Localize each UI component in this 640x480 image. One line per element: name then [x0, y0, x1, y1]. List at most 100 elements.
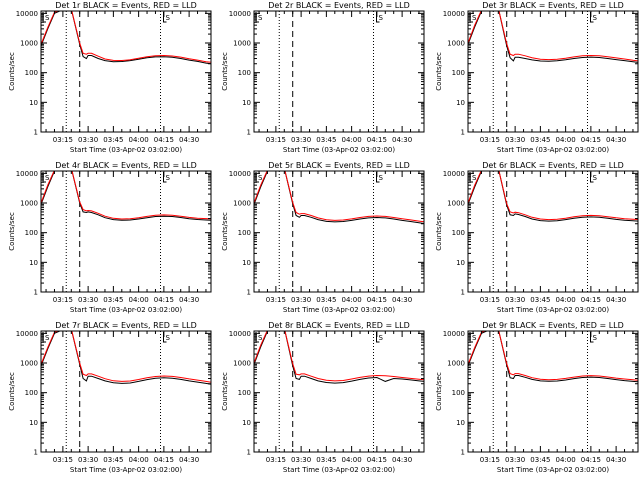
panel-2-xlabel: Start Time (03-Apr-02 03:02:00) — [283, 146, 395, 154]
panel-9-marker-right: S — [593, 334, 598, 342]
panel-1-xtick-label: 03:30 — [78, 136, 98, 144]
panel-9-marker-left: S — [472, 334, 477, 342]
panel-7-ylabel: Counts/sec — [8, 372, 16, 411]
panel-2: Det 2r BLACK = Events, RED = LLD Counts/s… — [221, 1, 425, 154]
panel-1-title: Det 1r BLACK = Events, RED = LLD — [55, 1, 197, 10]
panel-2-ytick-label: 1000 — [233, 40, 251, 48]
panel-6-xtick-label: 04:30 — [606, 296, 626, 304]
panel-2-marker-right: S — [379, 14, 384, 22]
panel-4-xtick-label: 04:15 — [154, 296, 174, 304]
panel-7-xlabel: Start Time (03-Apr-02 03:02:00) — [70, 466, 182, 474]
panel-3-xlabel: Start Time (03-Apr-02 03:02:00) — [497, 146, 609, 154]
panel-9-ytick-label: 100 — [452, 389, 465, 397]
panel-2-xtick-label: 04:00 — [342, 136, 362, 144]
panel-9-xtick-label: 03:45 — [530, 456, 550, 464]
panel-4-xtick-label: 03:30 — [78, 296, 98, 304]
panel-4-ytick-label: 100 — [25, 229, 38, 237]
panel-8-ytick-label: 10000 — [229, 330, 251, 338]
panel-9-ytick-label: 1 — [461, 449, 465, 457]
panel-9-xtick-label: 03:30 — [505, 456, 525, 464]
panel-5-xtick-label: 03:15 — [266, 296, 286, 304]
panel-8-marker-right: S — [379, 334, 384, 342]
panel-3-events-line — [468, 11, 638, 63]
panel-9-title: Det 9r BLACK = Events, RED = LLD — [482, 321, 624, 330]
panel-7-xtick-label: 04:00 — [129, 456, 149, 464]
panel-5-events-line — [254, 171, 424, 224]
panel-3-ylabel: Counts/sec — [435, 52, 443, 91]
panel-7-ytick-label: 10000 — [16, 330, 38, 338]
panel-1-ytick-label: 100 — [25, 69, 38, 77]
panel-6-events-line — [468, 171, 638, 222]
panel-3-axes-frame — [467, 10, 639, 133]
panel-4-xtick-label: 03:15 — [53, 296, 73, 304]
panel-8-xtick-label: 04:15 — [367, 456, 387, 464]
panel-2-xtick-label: 04:15 — [367, 136, 387, 144]
panel-8-xtick-label: 03:15 — [266, 456, 286, 464]
panel-4-ytick-label: 1 — [34, 289, 38, 297]
panel-8-xtick-label: 03:30 — [291, 456, 311, 464]
panel-3-ytick-label: 1000 — [447, 40, 465, 48]
panel-1-xtick-label: 03:15 — [53, 136, 73, 144]
panel-6-marker-right: S — [593, 174, 598, 182]
panel-9-axes-frame — [467, 330, 639, 453]
panel-2-ylabel: Counts/sec — [221, 52, 229, 91]
panel-9-xtick-label: 04:00 — [556, 456, 576, 464]
panel-9-ytick-label: 10 — [456, 419, 465, 427]
panel-7-axes-frame — [40, 330, 212, 453]
panel-1-lld-line — [41, 11, 211, 63]
panel-9-xlabel: Start Time (03-Apr-02 03:02:00) — [497, 466, 609, 474]
panel-5-ytick-label: 1000 — [233, 200, 251, 208]
panel-6: Det 6r BLACK = Events, RED = LLD Counts/s… — [435, 161, 639, 314]
panel-4-ytick-label: 10 — [29, 259, 38, 267]
panel-8-ylabel: Counts/sec — [221, 372, 229, 411]
panel-5-lld-line — [254, 171, 424, 223]
panel-7-events-line — [41, 331, 211, 385]
panel-9-ylabel: Counts/sec — [435, 372, 443, 411]
panel-6-lld-line — [468, 171, 638, 221]
panel-1: Det 1r BLACK = Events, RED = LLD Counts/s… — [8, 1, 212, 154]
panel-9-events-line — [468, 331, 638, 383]
panel-8-ytick-label: 100 — [238, 389, 251, 397]
panel-4-marker-left: S — [45, 174, 50, 182]
panel-7-lld-line — [41, 331, 211, 383]
panel-4-ytick-label: 1000 — [20, 200, 38, 208]
panel-1-ytick-label: 1000 — [20, 40, 38, 48]
panel-5-ytick-label: 1 — [247, 289, 251, 297]
panel-8: Det 8r BLACK = Events, RED = LLD Counts/s… — [221, 321, 425, 474]
panel-6-axes-frame — [467, 170, 639, 293]
panel-3-xtick-label: 03:15 — [480, 136, 500, 144]
panel-5-ytick-label: 10000 — [229, 170, 251, 178]
panel-4-ytick-label: 10000 — [16, 170, 38, 178]
panel-3-marker-left: S — [472, 14, 477, 22]
panel-3-ytick-label: 100 — [452, 69, 465, 77]
panel-1-xlabel: Start Time (03-Apr-02 03:02:00) — [70, 146, 182, 154]
panel-4-title: Det 4r BLACK = Events, RED = LLD — [55, 161, 197, 170]
panel-9-xtick-label: 04:15 — [581, 456, 601, 464]
panel-1-marker-left: S — [45, 14, 50, 22]
panel-1-marker-right: S — [166, 14, 171, 22]
panel-6-ytick-label: 100 — [452, 229, 465, 237]
panel-9-xtick-label: 04:30 — [606, 456, 626, 464]
panel-1-axes-frame — [40, 10, 212, 133]
panel-4-events-line — [41, 171, 211, 221]
panel-4-lld-line — [41, 171, 211, 220]
panel-4-marker-right: S — [166, 174, 171, 182]
panel-3-xtick-label: 04:30 — [606, 136, 626, 144]
panel-1-xtick-label: 04:15 — [154, 136, 174, 144]
panel-1-ytick-label: 10000 — [16, 10, 38, 18]
panel-1-ytick-label: 1 — [34, 129, 38, 137]
panel-1-ytick-label: 10 — [29, 99, 38, 107]
panel-4: Det 4r BLACK = Events, RED = LLD Counts/s… — [8, 161, 212, 314]
panel-7: Det 7r BLACK = Events, RED = LLD Counts/s… — [8, 321, 212, 474]
panel-5-ytick-label: 10 — [242, 259, 251, 267]
panel-2-xtick-label: 03:45 — [316, 136, 336, 144]
panel-6-xtick-label: 04:15 — [581, 296, 601, 304]
panel-7-ytick-label: 1000 — [20, 360, 38, 368]
panel-7-xtick-label: 04:30 — [179, 456, 199, 464]
panel-9-ytick-label: 10000 — [443, 330, 465, 338]
panel-5-xtick-label: 03:30 — [291, 296, 311, 304]
panel-6-ylabel: Counts/sec — [435, 212, 443, 251]
panel-8-ytick-label: 10 — [242, 419, 251, 427]
panel-9: Det 9r BLACK = Events, RED = LLD Counts/s… — [435, 321, 639, 474]
